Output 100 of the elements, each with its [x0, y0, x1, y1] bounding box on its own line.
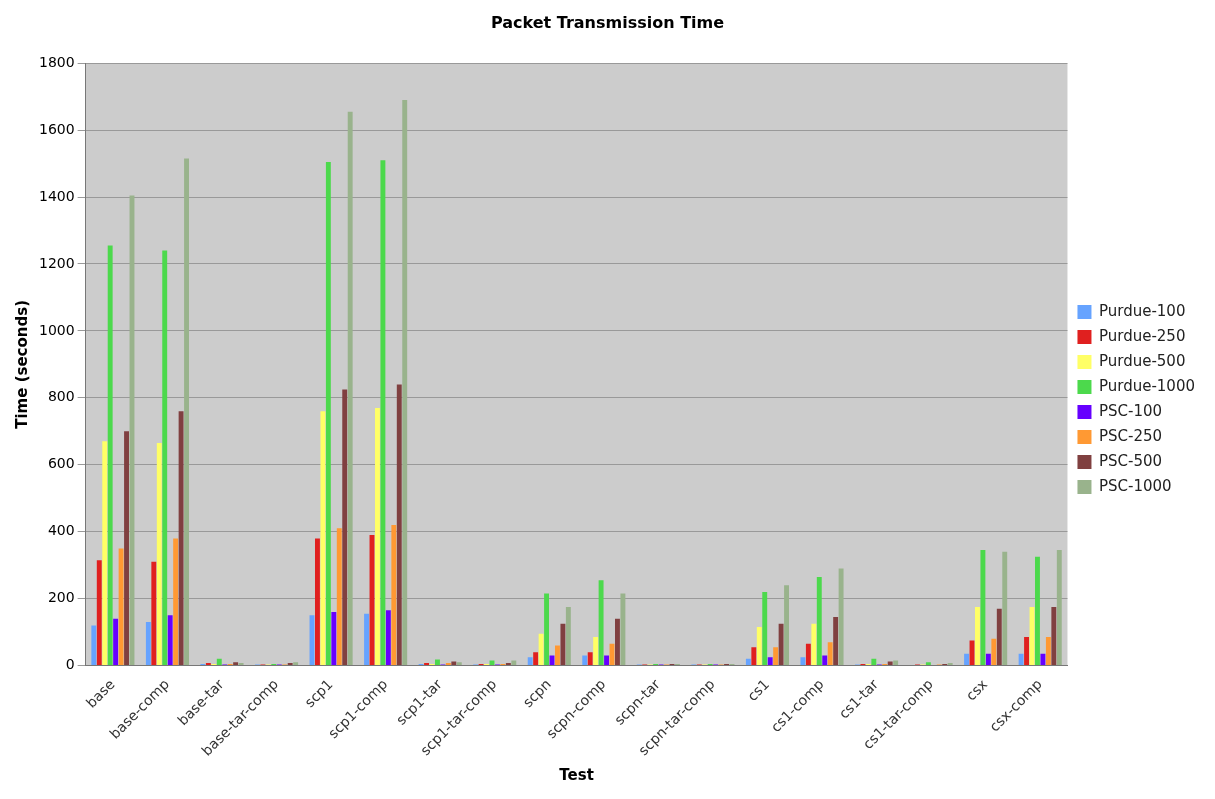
bar	[162, 250, 168, 666]
y-tick-label: 600	[47, 455, 75, 472]
bar	[505, 662, 511, 666]
y-tick-label: 200	[47, 589, 75, 606]
bar	[985, 653, 991, 666]
bar	[751, 647, 757, 666]
bar	[745, 658, 751, 666]
bar	[107, 245, 113, 666]
bar	[435, 659, 440, 666]
bar	[145, 622, 151, 666]
bar	[385, 610, 391, 666]
bar	[293, 662, 299, 666]
bar	[593, 637, 599, 666]
y-tick-label: 0	[65, 656, 75, 673]
bar	[511, 660, 517, 666]
bar	[1002, 551, 1008, 666]
bar	[91, 625, 97, 666]
bar	[1056, 550, 1062, 666]
bar	[320, 411, 326, 666]
bar	[1024, 637, 1030, 666]
legend-label: PSC-500	[1098, 451, 1163, 470]
bar	[391, 525, 397, 666]
bar	[118, 548, 124, 666]
bar	[173, 538, 179, 666]
bar	[315, 538, 320, 666]
bar	[767, 657, 773, 666]
bar	[1018, 653, 1024, 666]
bar	[871, 658, 877, 666]
bar	[991, 638, 997, 666]
bar	[396, 384, 402, 666]
bar	[800, 657, 806, 666]
bar	[615, 618, 620, 666]
bar	[1040, 653, 1046, 666]
x-tick-label: csx	[962, 675, 991, 704]
y-tick-label: 1600	[38, 120, 75, 137]
bar	[533, 652, 539, 666]
bar	[773, 647, 779, 666]
bar	[375, 407, 380, 666]
y-tick-label: 400	[47, 522, 75, 539]
bar	[947, 662, 953, 666]
legend-label: PSC-1000	[1098, 476, 1172, 495]
bar	[538, 633, 544, 666]
bar	[233, 662, 239, 666]
bar	[178, 411, 184, 666]
y-axis-title: Time (seconds)	[12, 300, 31, 429]
bar	[238, 662, 244, 666]
y-tick-label: 1000	[38, 321, 75, 338]
bar	[1045, 637, 1051, 666]
bar	[380, 160, 386, 666]
legend-label: PSC-250	[1098, 426, 1163, 445]
bar	[582, 655, 588, 666]
bar	[151, 561, 157, 666]
bar	[925, 662, 931, 666]
bar	[347, 111, 353, 666]
bar	[805, 643, 811, 666]
bar	[996, 608, 1002, 666]
bar	[778, 623, 784, 666]
bar	[762, 591, 768, 666]
bar	[975, 607, 980, 666]
legend-label: Purdue-1000	[1098, 376, 1196, 395]
bar	[1035, 556, 1040, 666]
bar	[587, 652, 593, 666]
bar	[893, 660, 899, 666]
bar	[342, 389, 348, 666]
bar	[402, 100, 408, 666]
legend-label: PSC-100	[1098, 401, 1163, 420]
bar	[544, 593, 549, 666]
bar	[756, 627, 762, 666]
bar	[604, 655, 609, 666]
bar	[336, 528, 342, 666]
bar	[980, 550, 986, 666]
bar	[113, 618, 119, 666]
y-tick-label: 1400	[38, 187, 75, 204]
bar	[325, 161, 331, 666]
legend-label: Purdue-500	[1098, 351, 1186, 370]
bar	[784, 585, 790, 666]
bar	[424, 662, 429, 666]
bar	[555, 645, 560, 666]
bar	[565, 607, 571, 666]
bar	[184, 158, 189, 666]
bar	[964, 653, 970, 666]
bar	[156, 443, 162, 666]
legend-label: Purdue-100	[1098, 301, 1186, 320]
bar	[124, 431, 129, 666]
bar	[833, 617, 839, 666]
bar	[560, 623, 566, 666]
bar	[816, 576, 822, 666]
x-axis-title: Test	[559, 765, 594, 784]
x-tick-label: cs1	[743, 675, 773, 705]
bar	[456, 662, 462, 666]
bar	[167, 615, 173, 666]
bar	[811, 623, 817, 666]
y-tick-label: 1200	[38, 254, 75, 271]
bar	[364, 613, 369, 666]
bar	[287, 662, 293, 666]
bar	[838, 568, 844, 666]
bar	[102, 441, 108, 666]
chart-title: Packet Transmission Time	[490, 12, 725, 32]
y-tick-label: 800	[47, 388, 75, 405]
bar	[527, 657, 533, 666]
